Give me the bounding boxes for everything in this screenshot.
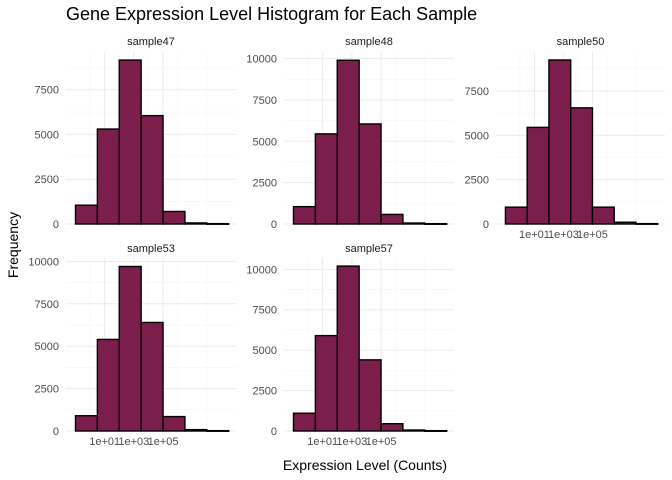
histogram-bar: [162, 210, 186, 225]
y-tick-label: 5000: [253, 136, 277, 148]
y-tick-label: 5000: [35, 341, 59, 353]
histogram-bar: [292, 412, 317, 432]
y-tick-label: 7500: [35, 85, 59, 97]
y-tick-label: 7500: [35, 299, 59, 311]
facet-panel-sample47: 0 2500 5000 7500 sample47: [35, 36, 236, 231]
histogram-bar: [402, 222, 426, 225]
facet-strip-label: sample47: [127, 36, 175, 48]
x-tick-label: 1e+05: [366, 436, 397, 448]
histogram-bar: [570, 107, 594, 225]
facet-panel-sample53: 0 2500 5000 7500 10000 sample53 1e+011e+031e+0…: [28, 243, 236, 448]
histogram-bar: [118, 265, 142, 432]
y-tick-label: 0: [483, 219, 489, 231]
histogram-bar: [184, 222, 208, 225]
y-tick-label: 0: [53, 426, 59, 438]
facet-strip-label: sample50: [557, 36, 605, 48]
x-tick-label: 1e+03: [118, 436, 149, 448]
x-tick-label: 1e+01: [519, 229, 550, 241]
histogram-bar: [74, 415, 99, 432]
x-tick-label: 1e+03: [336, 436, 367, 448]
histogram-bar: [206, 222, 230, 225]
histogram-bar: [504, 206, 528, 225]
y-tick-label: 2500: [253, 386, 277, 398]
histogram-bar: [140, 321, 164, 432]
histogram-bar: [96, 338, 120, 432]
facet-strip-label: sample53: [127, 243, 175, 255]
y-tick-label: 5000: [253, 345, 277, 357]
facet-panels: 0 2500 5000 7500 sample47 0 2500 5000 7500 10000 s…: [28, 36, 665, 448]
histogram-bar: [336, 59, 360, 225]
histogram-bar: [380, 213, 404, 225]
histogram-bar: [380, 423, 404, 432]
facet-panel-sample57: 0 2500 5000 7500 10000 sample57 1e+011e+031e+0…: [246, 243, 454, 448]
histogram-bar: [184, 428, 208, 432]
facet-strip-label: sample48: [345, 36, 393, 48]
histogram-bar: [548, 59, 572, 225]
y-tick-label: 10000: [28, 256, 59, 268]
histogram-bar: [402, 429, 426, 432]
x-tick-label: 1e+05: [577, 229, 608, 241]
histogram-bar: [292, 205, 317, 225]
histogram-bar: [358, 123, 382, 225]
y-tick-label: 0: [271, 426, 277, 438]
histogram-bar: [424, 429, 448, 432]
histogram-bar: [613, 221, 637, 225]
y-tick-label: 5000: [465, 130, 489, 142]
facet-strip-label: sample57: [345, 243, 393, 255]
histogram-bar: [591, 206, 615, 225]
histogram-bar: [526, 126, 550, 225]
x-tick-label: 1e+03: [548, 229, 579, 241]
histogram-bar: [140, 114, 164, 225]
x-tick-label: 1e+05: [148, 436, 179, 448]
y-tick-label: 2500: [35, 384, 59, 396]
histogram-bar: [206, 429, 230, 432]
histogram-bar: [314, 334, 338, 432]
y-tick-label: 10000: [246, 264, 277, 276]
x-axis-title: Expression Level (Counts): [283, 457, 447, 473]
facet-panel-sample48: 0 2500 5000 7500 10000 sample48: [246, 36, 454, 231]
y-tick-label: 2500: [465, 175, 489, 187]
y-tick-label: 7500: [253, 95, 277, 107]
y-tick-label: 0: [271, 219, 277, 231]
y-tick-label: 7500: [465, 86, 489, 98]
y-tick-label: 2500: [253, 178, 277, 190]
y-tick-label: 10000: [246, 54, 277, 66]
y-tick-label: 7500: [253, 305, 277, 317]
y-axis-title: Frequency: [5, 212, 21, 278]
histogram-bar: [118, 59, 142, 225]
x-tick-label: 1e+01: [307, 436, 338, 448]
chart-title: Gene Expression Level Histogram for Each…: [66, 4, 477, 24]
histogram-bar: [424, 222, 448, 225]
histogram-bar: [162, 415, 186, 432]
x-tick-label: 1e+01: [89, 436, 120, 448]
histogram-bar: [336, 265, 360, 432]
histogram-bar: [358, 359, 382, 432]
y-tick-label: 2500: [35, 174, 59, 186]
y-tick-label: 0: [53, 219, 59, 231]
y-tick-label: 5000: [35, 129, 59, 141]
histogram-bar: [74, 204, 99, 225]
histogram-bar: [314, 133, 338, 225]
histogram-bar: [635, 222, 659, 225]
histogram-bar: [96, 128, 120, 225]
